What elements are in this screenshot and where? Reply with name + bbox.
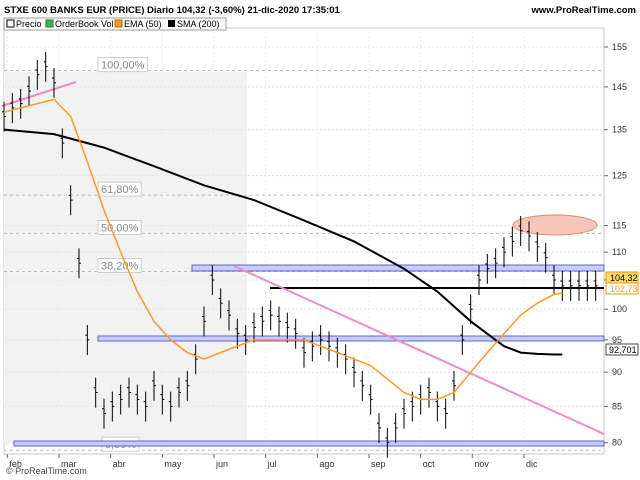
chart-title: STXE 600 BANKS EUR (PRICE) Diario 104,32… <box>4 5 341 16</box>
y-tick-label: 155 <box>612 42 627 52</box>
y-tick-label: 115 <box>612 221 626 231</box>
x-tick-label: jun <box>215 459 228 469</box>
fibonacci-zone <box>4 72 247 444</box>
legend-swatch-ema <box>114 19 123 28</box>
price-bars <box>2 51 598 458</box>
x-tick-label: sep <box>371 459 386 469</box>
x-tick-label: mar <box>61 459 77 469</box>
fib-label-box <box>97 57 148 73</box>
last-price-tag-text: 104,32 <box>610 273 638 283</box>
support-zone-lower <box>13 440 605 447</box>
legend-label-ema: EMA (50) <box>124 19 162 29</box>
x-tick-label: ago <box>319 459 334 469</box>
y-tick-label: 135 <box>612 125 627 135</box>
ema-price-tag-text: 102,73 <box>610 284 638 294</box>
legend-label-precio: Precio <box>16 19 42 29</box>
y-tick-label: 125 <box>612 171 627 181</box>
y-tick-label: 95 <box>612 335 622 345</box>
legend-swatch-orderbook <box>45 19 54 28</box>
legend: Precio OrderBook Vol EMA (50) SMA (200) <box>3 17 227 31</box>
x-tick-label: abr <box>113 459 126 469</box>
footer-copyright: © ProRealTime.com <box>6 466 87 476</box>
y-tick-label: 80 <box>612 438 622 448</box>
legend-label-orderbook: OrderBook Vol <box>55 19 114 29</box>
site-url[interactable]: www.ProRealTime.com <box>530 5 636 16</box>
sma-price-tag <box>605 343 639 356</box>
fib-label: 100,00% <box>101 60 145 72</box>
y-tick-label: 110 <box>612 247 626 257</box>
legend-label-sma: SMA (200) <box>177 19 220 29</box>
sma-price-tag-text: 92,701 <box>609 345 637 355</box>
x-tick-label: oct <box>423 459 436 469</box>
resistance-zone-middle <box>97 335 605 342</box>
fib-label: 50,00% <box>101 222 139 234</box>
ema-price-tag <box>605 282 639 295</box>
fib-label-box <box>97 258 142 274</box>
x-tick-label: dic <box>526 459 538 469</box>
trend-line-top <box>1 81 77 107</box>
ema-50-line <box>3 98 563 401</box>
fib-label: 38,20% <box>101 261 139 273</box>
x-tick-label: may <box>164 459 182 469</box>
top-zone-ellipse <box>512 214 598 236</box>
legend-swatch-precio <box>6 19 15 28</box>
x-tick-label: nov <box>474 459 489 469</box>
x-tick-label: jul <box>267 459 277 469</box>
trend-line-down <box>233 265 605 435</box>
x-tick-label: feb <box>9 459 22 469</box>
fib-label-box <box>97 181 142 197</box>
y-tick-label: 145 <box>612 82 627 92</box>
legend-swatch-sma <box>168 20 175 27</box>
y-tick-label: 90 <box>612 367 622 377</box>
sma-200-line <box>3 128 563 356</box>
y-tick-label: 85 <box>612 401 622 411</box>
y-tick-label: 100 <box>612 304 627 314</box>
fib-label: 61,80% <box>101 184 139 196</box>
x-axis: feb mar abr may jun jul ago sep oct nov dic <box>6 454 538 469</box>
